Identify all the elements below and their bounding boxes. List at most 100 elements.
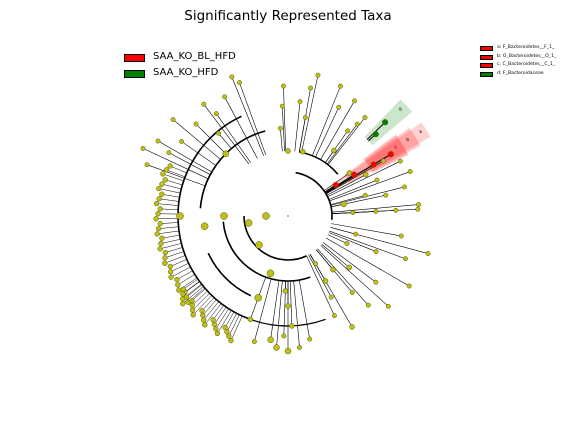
taxa-legend-label: c: C_Bacteroidetes__C_1_ — [497, 62, 556, 67]
branch-line — [186, 284, 203, 298]
taxon-node — [222, 150, 230, 158]
taxon-node — [140, 145, 146, 151]
branch-line — [212, 305, 224, 320]
taxon-node — [224, 329, 230, 335]
taxon-node — [362, 171, 369, 178]
taxon-node — [153, 200, 160, 207]
branch-line — [162, 173, 184, 182]
taxon-node — [189, 297, 195, 304]
branch-line — [301, 75, 319, 153]
branch-line — [191, 288, 206, 301]
branch-line — [329, 230, 406, 260]
branch-line — [161, 183, 182, 190]
taxon-node — [156, 185, 162, 192]
branch-line — [326, 174, 366, 196]
branch-line — [309, 253, 353, 328]
taxon-node — [244, 219, 253, 227]
branch-line — [328, 232, 377, 252]
taxon-node — [162, 249, 168, 256]
taxon-node — [154, 231, 160, 237]
taxon-node — [157, 220, 163, 227]
taxon-node — [353, 231, 359, 237]
taxon-node — [397, 158, 403, 164]
taxon-node — [190, 312, 196, 318]
taxon-node — [354, 121, 360, 127]
branch-line — [323, 172, 350, 192]
clade-letter: a — [418, 129, 423, 135]
taxon-node — [201, 101, 207, 107]
taxon-node — [155, 211, 161, 217]
taxon-node — [156, 196, 162, 202]
taxon-node — [332, 313, 337, 319]
taxon-node — [157, 246, 163, 252]
taxon-node — [159, 235, 165, 241]
branch-line — [160, 208, 179, 211]
taxon-node — [415, 206, 421, 212]
taxon-node — [382, 119, 389, 126]
branch-line — [181, 141, 217, 166]
taxon-node — [282, 288, 289, 294]
branch-line — [325, 130, 348, 163]
taxon-node — [175, 282, 181, 288]
branch-line — [224, 311, 235, 328]
taxon-node — [255, 241, 263, 249]
taxon-node — [168, 274, 174, 280]
branch-line — [170, 262, 189, 272]
branch-line — [366, 121, 386, 140]
taxon-node — [236, 80, 242, 86]
taxon-node — [199, 308, 205, 314]
branch-line — [315, 107, 339, 158]
clade-arc — [299, 151, 339, 175]
taxon-node — [349, 290, 355, 296]
branch-line — [160, 239, 181, 244]
branch-line — [217, 310, 232, 334]
branch-line — [276, 280, 283, 348]
taxon-node — [345, 128, 351, 134]
taxon-node — [398, 233, 404, 239]
taxon-node — [210, 317, 216, 323]
taxon-node — [385, 303, 391, 309]
taxon-node — [362, 115, 368, 120]
taxon-node — [247, 316, 254, 323]
clade-letter: d — [398, 106, 404, 112]
branch-line — [331, 204, 419, 213]
branch-line — [218, 133, 232, 149]
branch-line — [283, 86, 287, 152]
branch-line — [172, 119, 221, 160]
taxon-node — [285, 148, 291, 154]
taxon-node — [281, 83, 286, 89]
taxon-node — [365, 302, 371, 308]
taxon-node — [351, 171, 358, 178]
taxon-node — [213, 326, 219, 332]
branch-line — [231, 76, 264, 156]
branch-line — [226, 313, 237, 332]
branch-line — [177, 274, 195, 286]
taxon-node — [285, 303, 291, 309]
branch-line — [326, 123, 358, 165]
branch-line — [170, 266, 191, 278]
branch-line — [146, 164, 206, 187]
taxon-node — [193, 121, 199, 127]
taxon-node — [373, 208, 379, 214]
taxon-node — [266, 269, 275, 278]
branch-line — [330, 195, 366, 205]
taxon-node — [383, 192, 389, 198]
taxon-node — [254, 294, 262, 302]
taxon-node — [297, 99, 303, 105]
branch-line — [203, 301, 219, 321]
taxon-node — [214, 330, 221, 337]
taxon-node — [300, 148, 306, 155]
clade-arc — [243, 215, 307, 261]
branch-line — [325, 237, 410, 287]
taxon-node — [222, 94, 228, 100]
taxon-node — [180, 296, 186, 302]
taxon-node — [167, 163, 173, 169]
taxon-node — [344, 241, 350, 246]
branch-line — [158, 226, 179, 229]
taxon-node — [189, 307, 196, 313]
taxon-node — [416, 202, 421, 208]
taxon-node — [226, 333, 232, 339]
taxon-node — [406, 283, 412, 289]
taxon-node — [202, 322, 208, 328]
taxon-node — [180, 301, 186, 307]
